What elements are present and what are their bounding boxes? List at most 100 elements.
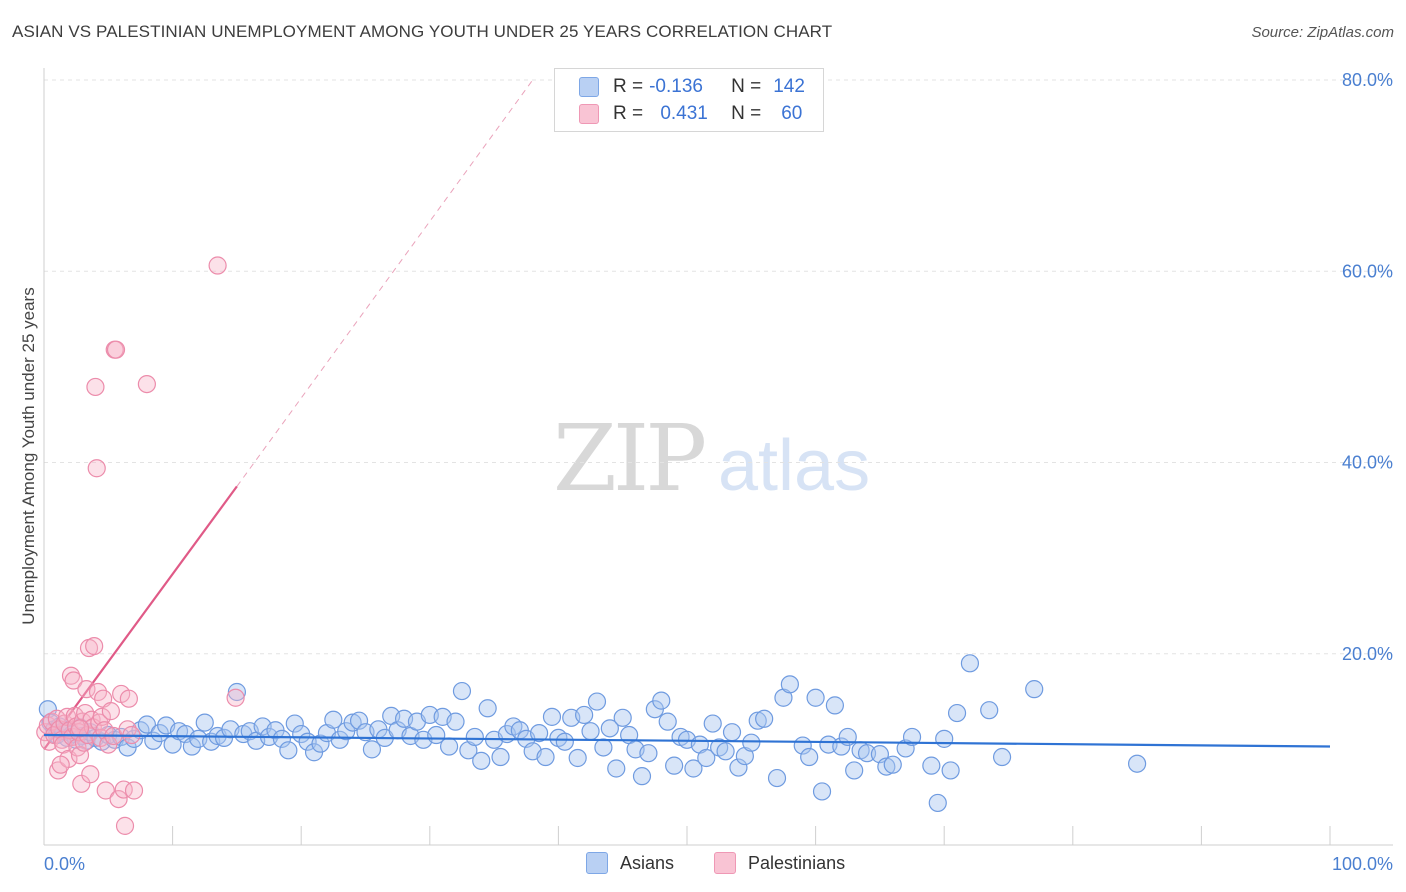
y-axis-label: Unemployment Among Youth under 25 years [19,287,38,624]
asian-point [600,719,619,738]
asians-points [38,654,1147,813]
asian-point [324,710,343,729]
palestinian-point [109,789,128,809]
asian-point [446,712,465,731]
asian-point [980,701,999,720]
asian-point [684,759,703,778]
asians-r-label: R = [613,76,644,97]
asian-point [362,740,382,759]
asians-trend-line [43,733,1331,748]
palestinians-trend-line [43,485,238,751]
palestinians-n-value: 60 [781,103,803,124]
palestinians-r-value: 0.431 [660,103,708,124]
asian-point [902,727,922,747]
asian-point [439,737,459,756]
asian-point [613,708,632,727]
palestinian-point [92,707,111,726]
palestinian-point [115,816,135,835]
legend-item-palestinians: Palestinians [714,852,845,874]
asian-point [780,675,799,694]
palestinians-legend-label: Palestinians [748,852,846,873]
asian-point [960,654,980,673]
asian-point [755,709,774,728]
asian-point [845,761,864,780]
asian-point [555,732,574,751]
asians-legend-label: Asians [620,852,675,873]
asian-point [137,715,156,734]
source-label: Source: ZipAtlas.com [1251,24,1394,41]
asians-r-value: -0.136 [649,76,703,97]
asian-point [227,682,246,702]
palestinian-point [124,781,144,800]
asian-point [311,734,330,753]
y-tick-label: 20.0% [1342,644,1393,664]
y-tick-label: 40.0% [1342,453,1393,473]
asian-point [947,703,967,723]
asian-point [279,741,298,760]
asian-point [806,688,825,707]
asian-point [594,738,613,757]
asians-legend-swatch [586,852,608,874]
palestinian-point [86,377,105,397]
palestinian-point [61,666,81,685]
asian-point [703,714,722,733]
asian-point [581,722,600,741]
asian-point [742,733,761,752]
asian-point [587,692,607,711]
x-tick-label: 0.0% [44,854,85,874]
asian-point [478,699,497,718]
asian-point [767,768,787,788]
x-tick-label: 100.0% [1332,854,1393,874]
asian-point [812,782,832,801]
asian-point [877,757,896,776]
chart-title: ASIAN VS PALESTINIAN UNEMPLOYMENT AMONG … [12,22,833,41]
palestinians-swatch [579,104,599,124]
palestinian-point [70,719,90,738]
y-tick-label: 80.0% [1342,70,1393,90]
asian-point [272,729,292,748]
palestinian-point [106,340,126,359]
watermark-atlas: atlas [718,426,871,506]
legend-row-palestinians: R = 0.431 N = 60 [579,101,802,127]
palestinians-r-label: R = [613,103,644,124]
palestinian-point [208,256,227,275]
asian-point [935,729,954,748]
asian-point [992,747,1012,767]
asians-swatch [579,77,599,97]
asians-trendline [43,733,1331,748]
asian-point [195,713,214,732]
asian-point [607,759,626,778]
palestinian-point [96,781,115,800]
asian-point [658,712,677,731]
palestinian-point [226,688,245,707]
grid-lines [44,79,1393,655]
series-legend: Asians Palestinians [586,852,885,874]
palestinians-n-label: N = [731,103,762,124]
asians-n-value: 142 [773,76,805,97]
axes [43,68,1393,846]
palestinians-legend-swatch [714,852,737,874]
asian-point [729,758,748,777]
palestinian-point [64,671,83,690]
asian-point [748,711,767,730]
asian-point [530,724,549,743]
tick-labels: 20.0% 40.0% 60.0% 80.0% 0.0% 100.0% [44,70,1393,874]
palestinian-point [85,636,104,656]
asians-n-label: N = [731,76,762,97]
asian-point [697,748,716,768]
asian-point [1025,680,1044,699]
stats-legend: R = -0.136 N = 142 R = 0.431 N = 60 [554,68,824,132]
palestinian-point [77,680,96,699]
asian-point [285,714,304,733]
palestinian-point [51,755,70,774]
y-tick-label: 60.0% [1342,261,1393,281]
legend-row-asians: R = -0.136 N = 142 [579,74,805,100]
asian-point [665,756,684,775]
asian-point [825,696,844,715]
asian-point [1127,754,1147,773]
asian-point [800,747,819,767]
palestinians-trendline [43,79,534,751]
palestinians-trend-extension [236,79,534,487]
asian-point [941,761,960,780]
